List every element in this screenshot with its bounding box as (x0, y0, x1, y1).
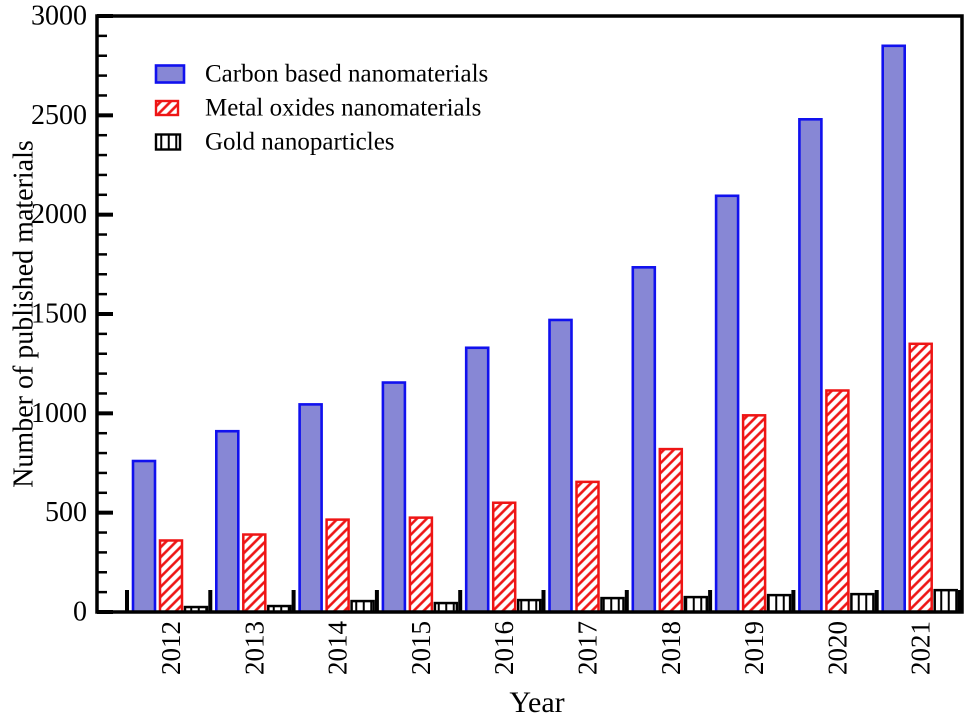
bar-metal-oxide-2017 (575, 480, 600, 614)
y-tick-label: 2500 (31, 100, 87, 131)
x-tick-label-2021: 2021 (906, 621, 936, 675)
bar-carbon-2021 (881, 44, 907, 614)
x-tick-label-2019: 2019 (739, 621, 769, 675)
x-tick-label-2020: 2020 (822, 621, 852, 675)
bar-carbon-2012 (131, 459, 157, 614)
bar-metal-oxide-2013 (242, 533, 267, 614)
bar-gold-2016 (516, 598, 542, 614)
y-tick-label: 1000 (31, 398, 87, 429)
bar-carbon-2018 (631, 266, 657, 614)
legend-swatch-gold (154, 133, 182, 151)
bar-metal-oxide-2018 (658, 447, 684, 614)
x-tick-label-2015: 2015 (406, 621, 436, 675)
bar-gold-2021 (933, 588, 958, 614)
bar-carbon-2019 (714, 194, 740, 614)
x-axis-title: Year (509, 686, 564, 719)
legend-swatch-carbon (154, 64, 186, 84)
bar-carbon-2020 (798, 118, 823, 614)
legend: Carbon based nanomaterials Metal oxides n… (154, 61, 488, 156)
bar-metal-oxide-2015 (408, 516, 434, 614)
bar-metal-oxide-2019 (741, 414, 767, 614)
x-tick-label-2014: 2014 (323, 621, 353, 676)
bar-carbon-2014 (298, 403, 323, 614)
bar-carbon-2013 (215, 429, 240, 614)
bar-metal-oxide-2012 (158, 539, 184, 614)
y-tick-label: 1500 (31, 299, 87, 330)
x-tick-label-2016: 2016 (489, 621, 519, 675)
y-tick-label: 0 (73, 597, 87, 628)
bar-gold-2019 (766, 593, 792, 614)
bar-gold-2018 (683, 595, 709, 614)
x-tick-label-2017: 2017 (573, 621, 603, 675)
bar-metal-oxide-2014 (325, 518, 350, 614)
y-axis-title: Number of published materials (9, 140, 40, 488)
bar-metal-oxide-2020 (825, 389, 850, 614)
bar-carbon-2016 (464, 346, 490, 614)
bar-metal-oxide-2016 (491, 501, 517, 614)
x-tick-label-2013: 2013 (239, 621, 269, 675)
bar-carbon-2017 (548, 318, 573, 614)
bar-gold-2020 (850, 592, 875, 614)
x-tick-label-2018: 2018 (656, 621, 686, 675)
bar-gold-2017 (600, 596, 625, 614)
y-tick-label: 3000 (31, 1, 87, 32)
y-tick-label: 2000 (31, 199, 87, 230)
bar-carbon-2015 (381, 381, 407, 614)
legend-label-metal-oxide: Metal oxides nanomaterials (205, 95, 481, 122)
plot-frame (95, 14, 964, 614)
x-tick-label-2012: 2012 (156, 621, 186, 675)
legend-label-gold: Gold nanoparticles (205, 129, 395, 156)
legend-swatch-metal-oxide (154, 99, 180, 117)
y-tick-label: 500 (45, 497, 87, 528)
bar-metal-oxide-2021 (908, 342, 933, 614)
legend-label-carbon: Carbon based nanomaterials (205, 61, 488, 88)
